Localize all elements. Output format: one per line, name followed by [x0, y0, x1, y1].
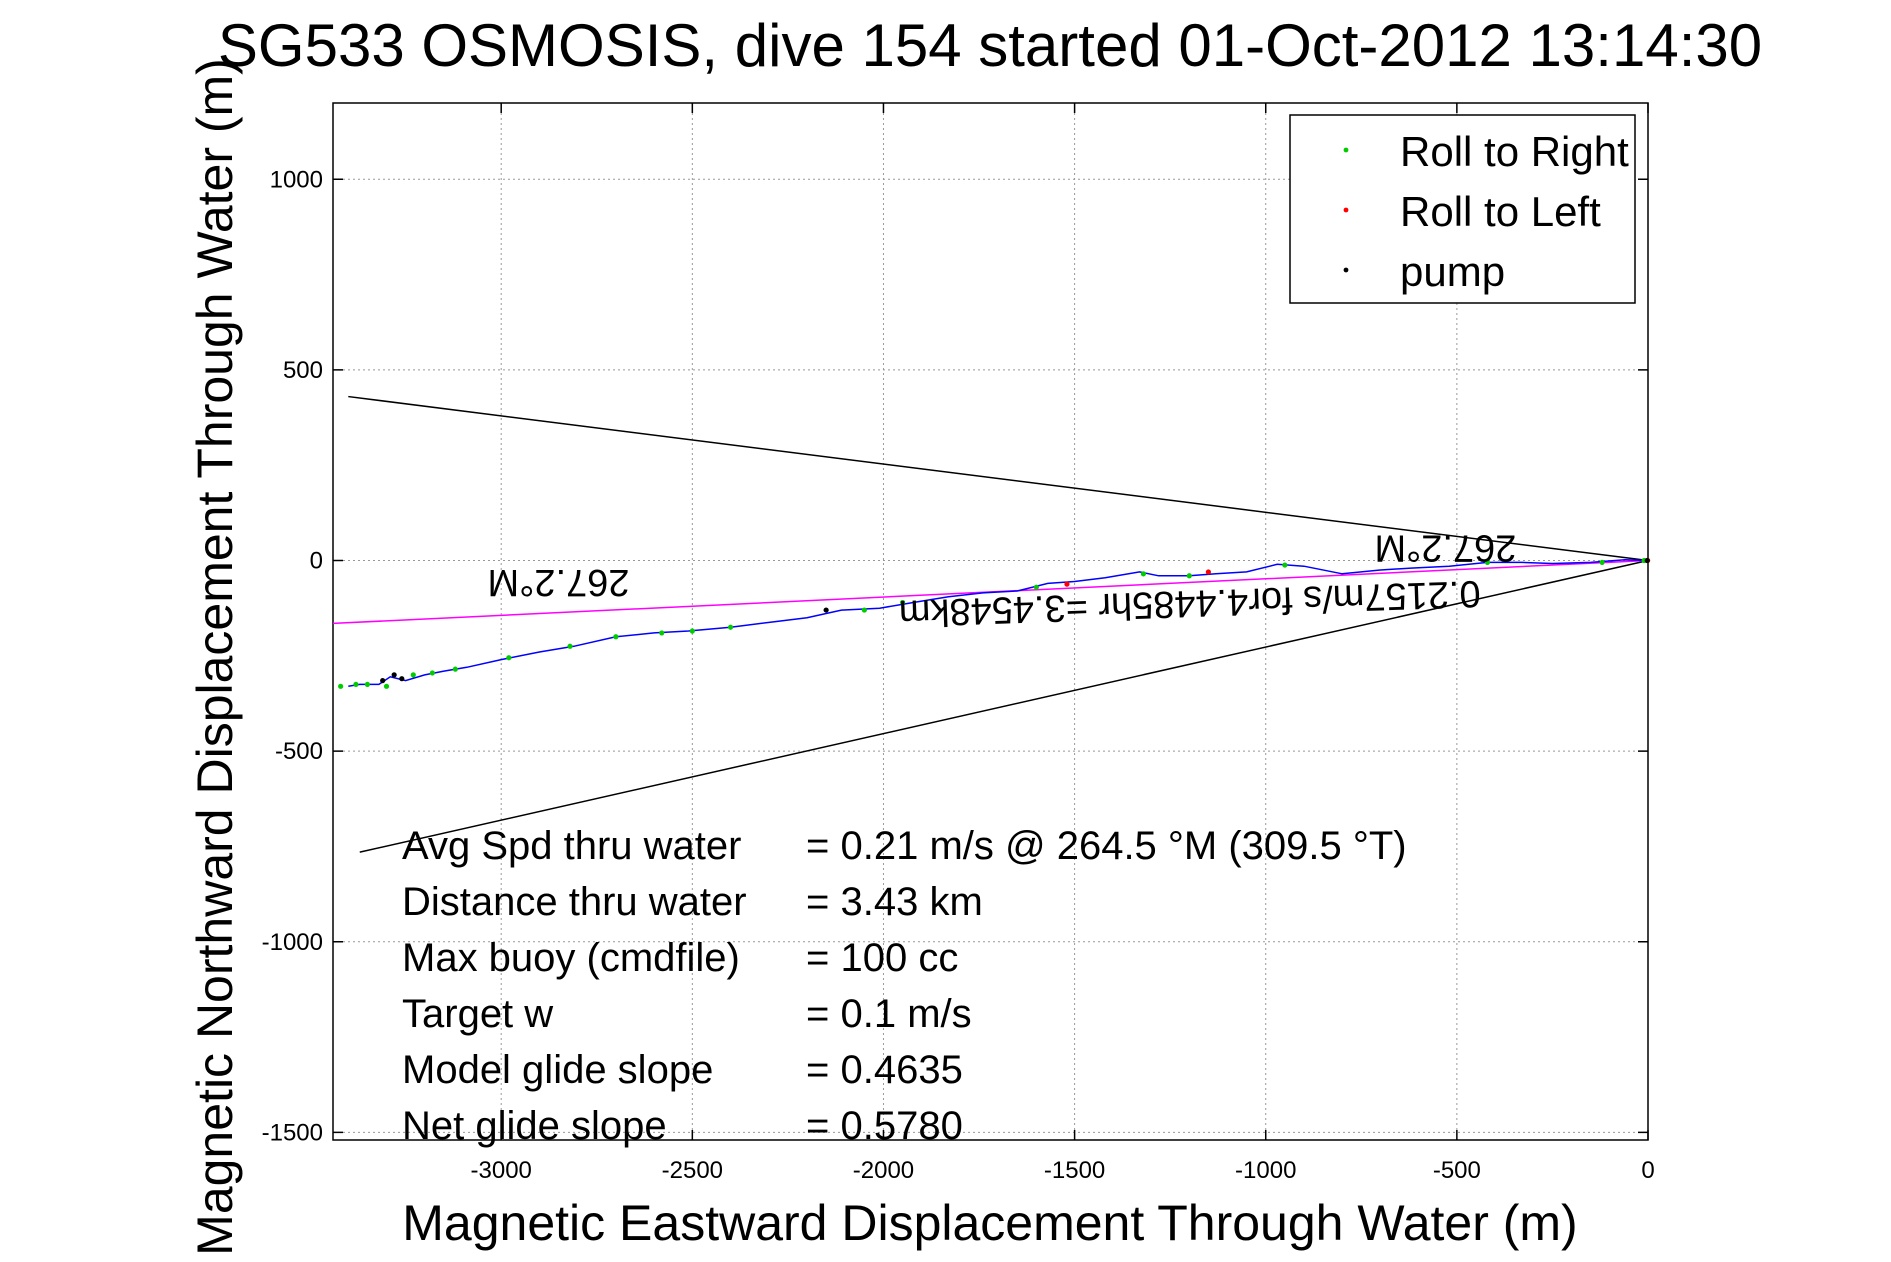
stat-label: Max buoy (cmdfile) [402, 936, 740, 980]
roll-right-marker [1599, 559, 1605, 566]
pump-marker [823, 607, 829, 613]
pump-marker [399, 676, 405, 682]
x-tick-label: -1500 [1044, 1157, 1105, 1184]
x-tick-label: -2500 [662, 1157, 723, 1184]
y-tick-label: 1000 [270, 166, 323, 193]
reference-line [359, 559, 1649, 853]
roll-right-marker [1186, 573, 1192, 579]
pump-marker [391, 672, 397, 678]
y-tick-label: 500 [283, 357, 323, 384]
pump-marker [1644, 557, 1650, 564]
series-group [348, 558, 1649, 688]
roll-left-marker [1205, 569, 1211, 575]
y-tick-label: 0 [310, 548, 323, 575]
x-tick-label: 0 [1641, 1157, 1654, 1184]
legend-label: Roll to Right [1400, 128, 1629, 175]
y-axis-label: Magnetic Northward Displacement Through … [187, 58, 243, 1256]
roll-left-marker [1064, 581, 1070, 587]
stat-label: Net glide slope [402, 1104, 667, 1148]
roll-right-marker [506, 655, 512, 661]
heading-annotation: 267.2°M [488, 561, 630, 603]
x-tick-label: -1000 [1235, 1157, 1296, 1184]
track-line [348, 558, 1649, 688]
stat-value: = 3.43 km [806, 880, 983, 924]
roll-right-marker [899, 599, 906, 606]
legend-marker [1343, 147, 1349, 153]
roll-right-marker [1282, 562, 1288, 568]
x-tick-label: -500 [1433, 1157, 1481, 1184]
ticks: -3000 -2500 -2000 -1500 -1000 -500 0 -1500 -1000… [262, 103, 1655, 1184]
roll-right-marker [861, 607, 867, 613]
roll-right-marker [383, 683, 390, 689]
y-tick-label: -500 [275, 738, 323, 765]
legend: Roll to Right Roll to Left pump [1289, 114, 1636, 304]
markers-group [338, 557, 1651, 689]
stat-label: Target w [402, 992, 553, 1036]
x-tick-label: -2000 [853, 1157, 914, 1184]
roll-right-marker [429, 670, 435, 676]
stat-label: Avg Spd thru water [402, 824, 741, 868]
legend-marker [1343, 267, 1349, 273]
heading-annotation: 267.2°M [1374, 527, 1516, 569]
roll-right-marker [1033, 584, 1039, 590]
pump-marker [380, 677, 386, 684]
stat-value: = 100 cc [806, 936, 958, 980]
stat-value: = 0.5780 [806, 1104, 963, 1148]
roll-right-marker [727, 624, 734, 630]
axes-box [332, 102, 1649, 1141]
stat-value: = 0.4635 [806, 1048, 963, 1092]
stat-value: = 0.21 m/s @ 264.5 °M (309.5 °T) [806, 824, 1407, 868]
x-axis-label: Magnetic Eastward Displacement Through W… [402, 1195, 1577, 1251]
roll-right-marker [1140, 571, 1147, 577]
roll-right-marker [659, 630, 665, 636]
y-tick-label: -1000 [262, 929, 323, 956]
roll-right-marker [338, 683, 344, 689]
x-tick-label: -3000 [471, 1157, 532, 1184]
roll-right-marker [689, 628, 695, 634]
roll-right-marker [410, 672, 416, 678]
roll-right-marker [1484, 559, 1491, 566]
reference-line [348, 395, 1649, 562]
stat-label: Model glide slope [402, 1048, 713, 1092]
legend-label: pump [1400, 248, 1505, 295]
roll-right-marker [452, 666, 458, 672]
stat-label: Distance thru water [402, 880, 747, 924]
legend-label: Roll to Left [1400, 188, 1601, 235]
roll-right-marker [364, 681, 371, 688]
roll-right-marker [353, 681, 359, 688]
stat-value: = 0.1 m/s [806, 992, 972, 1036]
roll-right-marker [567, 643, 573, 649]
roll-right-marker [613, 634, 619, 640]
legend-marker [1343, 207, 1349, 213]
y-tick-label: -1500 [262, 1119, 323, 1146]
chart-title: SG533 OSMOSIS, dive 154 started 01-Oct-2… [218, 12, 1762, 79]
stats-block: Avg Spd thru water = 0.21 m/s @ 264.5 °M … [402, 824, 1407, 1148]
